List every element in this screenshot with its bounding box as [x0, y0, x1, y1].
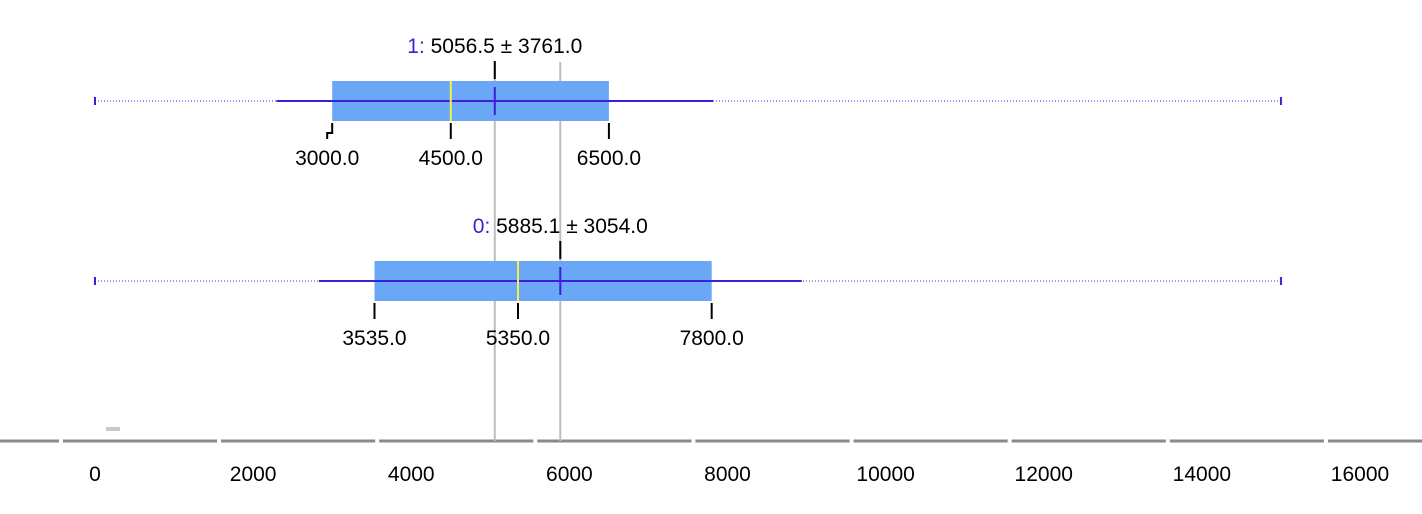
q1-label: 3000.0: [295, 147, 359, 170]
x-tick-label: 0: [89, 463, 101, 486]
x-axis-gap: [1007, 438, 1012, 444]
class-label: 1:: [407, 35, 425, 58]
x-tick-label: 8000: [704, 463, 751, 486]
mean-label: 0: 5885.1 ± 3054.0: [473, 215, 648, 238]
x-tick-label: 6000: [546, 463, 593, 486]
x-tick-label: 10000: [856, 463, 914, 486]
x-axis-gap: [691, 438, 696, 444]
median-label: 5350.0: [486, 327, 550, 350]
x-axis-gap: [849, 438, 854, 444]
q3-label: 7800.0: [680, 327, 744, 350]
x-axis-gap: [1165, 438, 1170, 444]
x-axis-gap: [58, 438, 63, 444]
mean-value: 5885.1 ± 3054.0: [490, 215, 648, 238]
mean-label: 1: 5056.5 ± 3761.0: [407, 35, 582, 58]
x-tick-label: 16000: [1331, 463, 1389, 486]
class-label: 0:: [473, 215, 491, 238]
x-axis-gap: [533, 438, 538, 444]
q1-label: 3535.0: [342, 327, 406, 350]
axis-marker: [106, 427, 120, 431]
x-tick-label: 12000: [1015, 463, 1073, 486]
x-axis-gap: [375, 438, 380, 444]
x-axis-gap: [217, 438, 222, 444]
x-axis-gap: [1323, 438, 1328, 444]
x-tick-label: 4000: [388, 463, 435, 486]
mean-value: 5056.5 ± 3761.0: [425, 35, 583, 58]
x-tick-label: 14000: [1173, 463, 1231, 486]
x-tick-label: 2000: [230, 463, 277, 486]
q1-connector: [326, 123, 334, 139]
median-label: 4500.0: [419, 147, 483, 170]
q3-label: 6500.0: [577, 147, 641, 170]
